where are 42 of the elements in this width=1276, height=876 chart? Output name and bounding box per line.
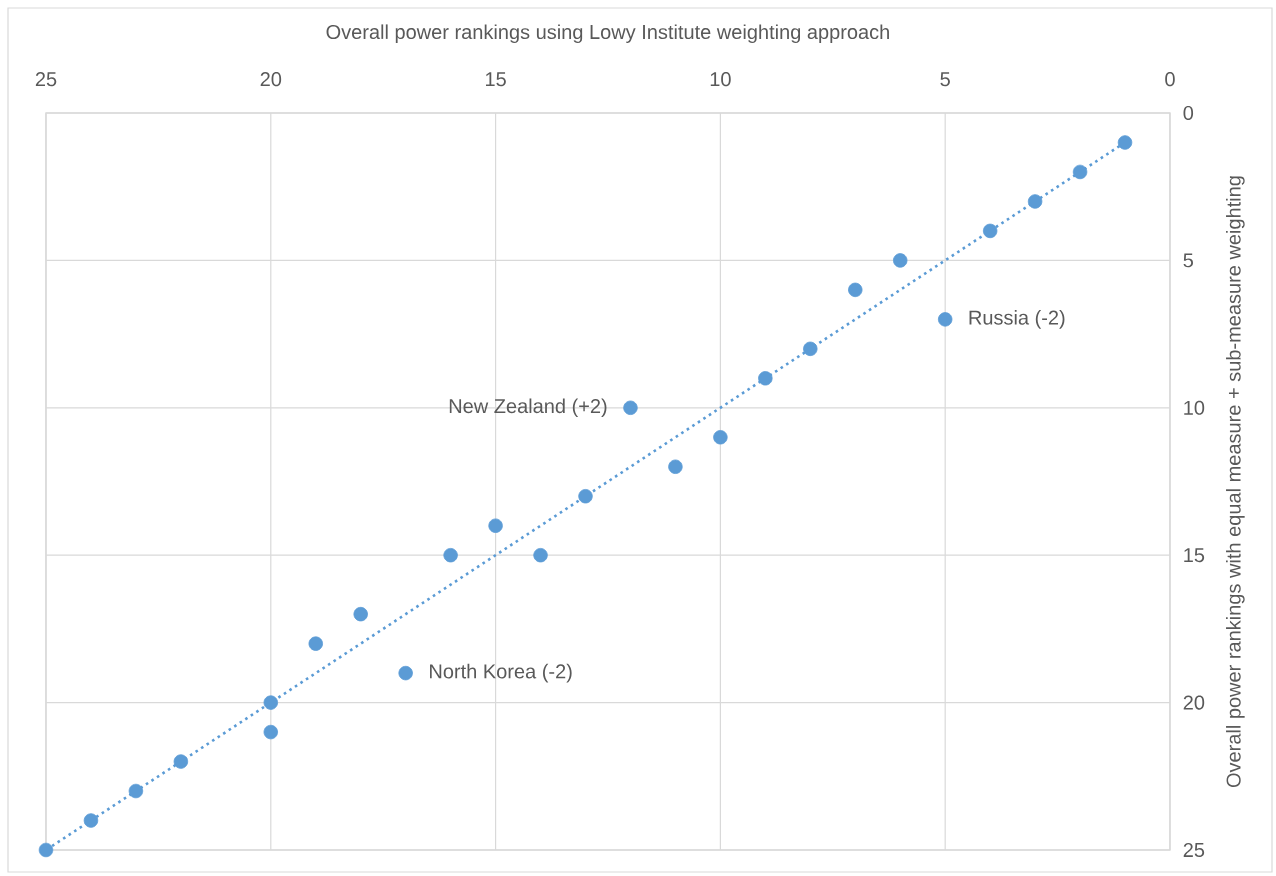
point bbox=[937, 312, 953, 327]
point bbox=[533, 548, 548, 563]
point bbox=[623, 400, 638, 415]
point bbox=[353, 606, 368, 622]
x-tick-label: 0 bbox=[1165, 72, 1175, 87]
y-tick-label: 10 bbox=[1184, 400, 1205, 415]
y-tick-label: 25 bbox=[1183, 842, 1205, 858]
point bbox=[1027, 194, 1043, 209]
point bbox=[713, 430, 728, 445]
annotation: North Korea (-2) bbox=[430, 663, 572, 683]
point bbox=[1117, 135, 1133, 150]
point bbox=[668, 459, 683, 474]
point bbox=[38, 842, 54, 858]
point bbox=[848, 282, 863, 298]
x-tick-label: 10 bbox=[710, 72, 731, 87]
point bbox=[893, 253, 908, 268]
point bbox=[263, 695, 278, 710]
annotation: New Zealand (+2) bbox=[449, 398, 607, 418]
annotation: Russia (-2) bbox=[969, 310, 1065, 329]
y-tick-label: 0 bbox=[1183, 105, 1194, 121]
point bbox=[578, 489, 593, 504]
point bbox=[1072, 164, 1088, 180]
x-tick-label: 15 bbox=[486, 72, 506, 87]
point bbox=[443, 548, 458, 563]
point bbox=[83, 813, 99, 828]
y-tick-label: 15 bbox=[1184, 548, 1205, 563]
point bbox=[982, 223, 998, 239]
point bbox=[398, 665, 413, 681]
x-tick-label: 20 bbox=[260, 72, 282, 87]
x-tick-label: 5 bbox=[940, 72, 950, 87]
point bbox=[758, 371, 773, 386]
point bbox=[173, 754, 189, 769]
y-axis-title: Overall power rankings with equal measure + sub-measure weighting bbox=[1226, 176, 1245, 788]
x-tick-label: 25 bbox=[35, 72, 57, 87]
point bbox=[488, 518, 503, 533]
point bbox=[263, 724, 278, 740]
point bbox=[803, 341, 818, 357]
y-tick-label: 5 bbox=[1183, 253, 1194, 268]
point bbox=[128, 783, 144, 799]
x-axis-title: Overall power rankings using Lowy Institute weighting approach bbox=[326, 24, 889, 44]
point bbox=[308, 636, 323, 651]
y-tick-label: 20 bbox=[1183, 695, 1205, 710]
